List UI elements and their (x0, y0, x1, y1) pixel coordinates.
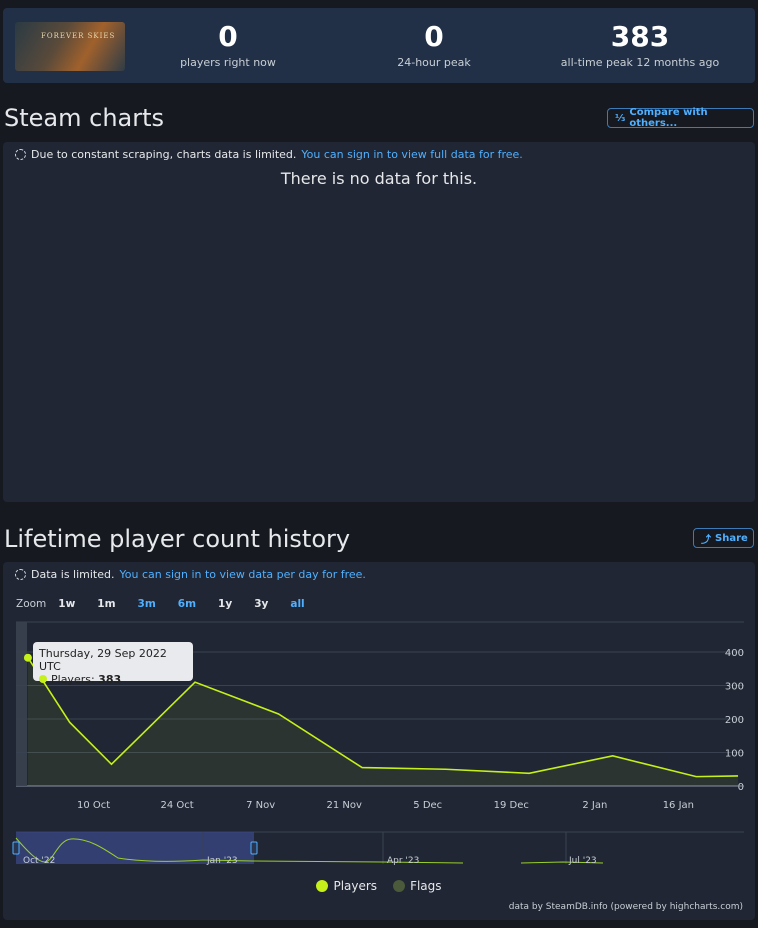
notice-text: Data is limited. (31, 568, 115, 581)
tooltip-series: Players (51, 673, 91, 686)
zoom-1m-button[interactable]: 1m (97, 598, 116, 610)
chart-legend: Players Flags (3, 879, 755, 893)
stat-value: 383 (610, 20, 670, 53)
navigator-series (15, 837, 464, 864)
game-header-image[interactable]: FOREVER SKIES (15, 22, 125, 71)
stat-label: 24-hour peak (397, 56, 471, 69)
navigator-label: Apr '23 (387, 856, 419, 866)
x-tick-label: 16 Jan (663, 800, 694, 811)
zoom-all-button[interactable]: all (290, 598, 305, 610)
compare-label: Compare with others... (629, 107, 708, 129)
sign-in-link[interactable]: You can sign in to view data per day for… (119, 568, 366, 581)
notice-text: Due to constant scraping, charts data is… (31, 148, 297, 161)
stat-label: players right now (180, 56, 276, 69)
zoom-3y-button[interactable]: 3y (254, 598, 269, 610)
share-icon: ⤴ (701, 534, 711, 546)
zoom-controls: Zoom 1w 1m 3m 6m 1y 3y all (16, 598, 327, 610)
zoom-1w-button[interactable]: 1w (58, 598, 76, 610)
tooltip-series-row: Players: 383 (39, 673, 187, 686)
x-tick-label: 19 Dec (494, 800, 529, 811)
stat-24h-peak: 0 24-hour peak (339, 20, 529, 69)
loading-circle-icon (15, 569, 26, 580)
navigator-handle (250, 841, 258, 855)
flags-swatch-icon (393, 880, 406, 892)
y-tick-label: 0 (738, 782, 744, 793)
x-tick-label: 24 Oct (161, 800, 194, 811)
x-tick-label: 21 Nov (326, 800, 362, 811)
navigator-label: Oct '22 (23, 856, 55, 866)
tooltip-value: 383 (98, 673, 122, 686)
stat-all-time-peak: 383 all-time peak 12 months ago (545, 20, 735, 69)
y-tick-label: 400 (725, 648, 744, 659)
data-limited-notice: Data is limited. You can sign in to view… (15, 568, 366, 581)
hovered-point (23, 653, 32, 662)
legend-label: Players (333, 879, 378, 893)
zoom-6m-button[interactable]: 6m (177, 598, 197, 610)
navigator-selection (16, 832, 254, 864)
scraping-notice: Due to constant scraping, charts data is… (15, 148, 523, 161)
players-area (27, 657, 739, 786)
y-tick-label: 300 (725, 682, 744, 693)
navigator-label: Jan '23 (206, 856, 238, 866)
loading-circle-icon (15, 149, 26, 160)
stat-label: all-time peak 12 months ago (560, 56, 720, 69)
lifetime-title: Lifetime player count history (4, 525, 351, 553)
navigator-label: Jul '23 (568, 856, 597, 866)
steam-charts-title: Steam charts (4, 104, 165, 132)
navigator-handle (12, 841, 20, 855)
y-tick-label: 200 (725, 715, 744, 726)
tooltip-date: Thursday, 29 Sep 2022 UTC (39, 647, 167, 673)
players-swatch-icon (316, 880, 329, 892)
compare-button[interactable]: ⅓ Compare with others... (607, 107, 754, 129)
x-tick-label: 10 Oct (77, 800, 110, 811)
share-button[interactable]: ⤴ Share (693, 528, 754, 548)
x-tick-label: 2 Jan (582, 800, 607, 811)
stats-bar: FOREVER SKIES 0 players right now 0 24-h… (3, 8, 755, 83)
y-tick-label: 100 (725, 749, 744, 760)
steam-charts-panel: Due to constant scraping, charts data is… (3, 142, 755, 502)
game-logo-text: FOREVER SKIES (41, 32, 116, 40)
legend-item-flags[interactable]: Flags (393, 879, 442, 893)
compare-icon: ⅓ (615, 112, 626, 124)
zoom-1y-button[interactable]: 1y (218, 598, 233, 610)
x-tick-label: 7 Nov (246, 800, 275, 811)
stat-players-now: 0 players right now (133, 20, 323, 69)
player-count-chart[interactable]: 0 100 200 300 400 10 Oct 24 Oct 7 Nov 21 Nov 5 De… (3, 562, 755, 872)
hover-band (16, 622, 27, 786)
x-tick-label: 5 Dec (413, 800, 442, 811)
players-dot-icon (39, 675, 47, 683)
chart-tooltip: Thursday, 29 Sep 2022 UTC Players: 383 (33, 642, 193, 686)
navigator-series (520, 861, 604, 864)
lifetime-panel: Data is limited. You can sign in to view… (3, 562, 755, 920)
no-data-message: There is no data for this. (280, 169, 478, 188)
zoom-3m-button[interactable]: 3m (137, 598, 156, 610)
share-label: Share (715, 532, 748, 544)
sign-in-link[interactable]: You can sign in to view full data for fr… (301, 148, 523, 161)
stat-value: 0 (218, 20, 238, 53)
legend-label: Flags (410, 879, 442, 893)
chart-credit[interactable]: data by SteamDB.info (powered by highcha… (508, 902, 743, 912)
stat-value: 0 (424, 20, 444, 53)
zoom-label: Zoom (16, 598, 47, 610)
legend-item-players[interactable]: Players (316, 879, 377, 893)
